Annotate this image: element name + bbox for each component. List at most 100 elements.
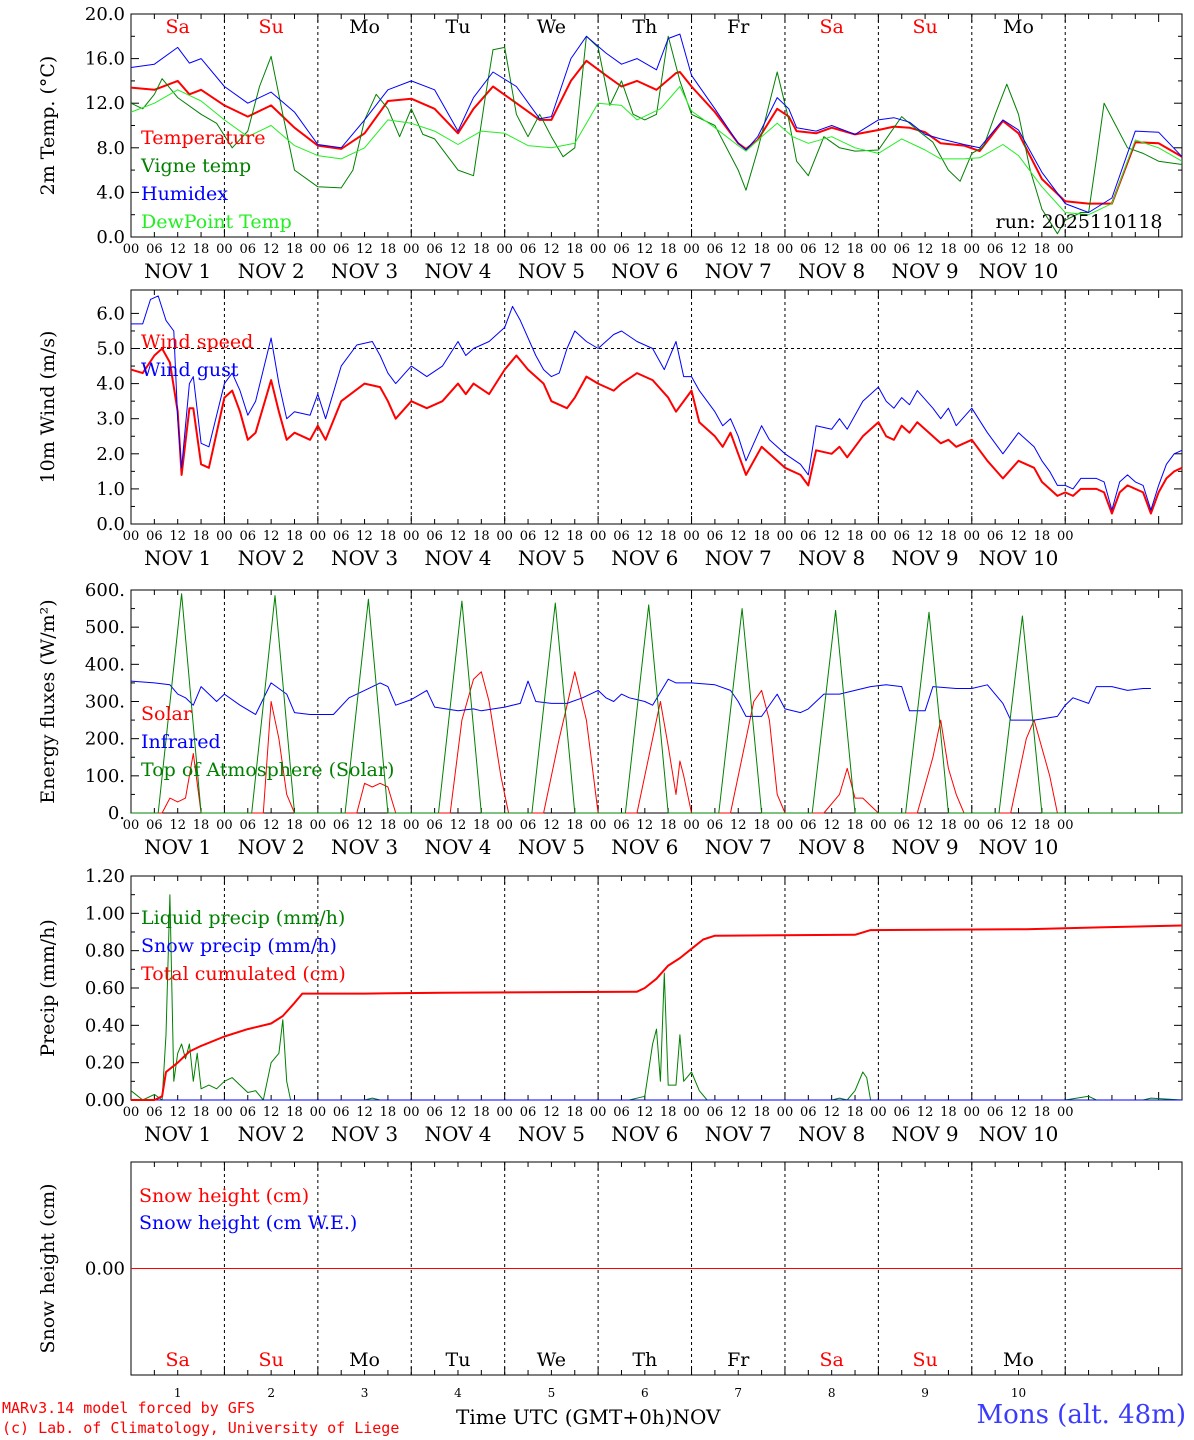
y-tick-label: 100. [85, 766, 125, 787]
date-label: NOV 7 [705, 835, 772, 859]
x-hour-label: 00 [964, 529, 981, 544]
x-hour-label: 00 [1057, 529, 1074, 544]
time-axis-label: Time UTC (GMT+0h)NOV [456, 1405, 721, 1429]
panel-temp: 0.0 4.0 8.0 12.0 16.0 20.0 2m Temp. (°C) Temper… [37, 4, 1183, 283]
y-tick-label: 0. [108, 803, 125, 824]
legend-entry: Solar [141, 703, 193, 725]
x-hour-label: 06 [707, 529, 724, 544]
y-tick-label: 12.0 [85, 93, 125, 114]
x-hour-label: 06 [800, 1105, 817, 1120]
x-hour-label: 00 [590, 242, 607, 257]
x-hour-label: 12 [730, 818, 747, 833]
x-hour-label: 18 [940, 818, 957, 833]
panel-snow: 0.00 Snow height (cm) Snow height (cm) Snow… [37, 1161, 1183, 1400]
day-number-label: 9 [921, 1386, 929, 1400]
x-hour-label: 12 [169, 818, 186, 833]
x-hour-label: 06 [333, 529, 350, 544]
x-hour-label: 06 [146, 242, 163, 257]
weekday-label: Sa [166, 16, 190, 38]
x-hour-label: 06 [426, 1105, 443, 1120]
x-hour-label: 06 [893, 818, 910, 833]
date-label: NOV 8 [798, 259, 865, 283]
x-hour-label: 12 [450, 818, 467, 833]
x-hour-label: 18 [940, 242, 957, 257]
date-label: NOV 5 [518, 259, 585, 283]
series-top-of-atmosphere-solar- [131, 593, 1182, 814]
legend-entry: Vigne temp [140, 155, 251, 177]
x-hour-label: 00 [590, 529, 607, 544]
date-label: NOV 9 [892, 546, 959, 570]
date-label: NOV 9 [892, 835, 959, 859]
x-hour-label: 06 [707, 242, 724, 257]
y-tick-label: 6.0 [96, 303, 125, 324]
y-tick-label: 8.0 [96, 138, 125, 159]
date-label: NOV 10 [979, 1122, 1059, 1146]
y-tick-label: 4.0 [96, 374, 125, 395]
x-hour-label: 06 [800, 818, 817, 833]
series-vigne-temp [130, 35, 1183, 235]
x-hour-label: 12 [450, 1105, 467, 1120]
date-label: NOV 3 [331, 1122, 398, 1146]
legend-entry: Wind gust [141, 359, 239, 381]
x-hour-label: 18 [660, 818, 677, 833]
weekday-label: Mo [349, 1349, 380, 1371]
y-tick-label: 300. [85, 692, 125, 713]
date-label: NOV 6 [611, 259, 678, 283]
weekday-label: Mo [1003, 16, 1034, 38]
date-label: NOV 4 [424, 546, 491, 570]
x-hour-label: 06 [707, 1105, 724, 1120]
series-wind-speed [130, 347, 1183, 515]
x-hour-label: 12 [450, 242, 467, 257]
x-hour-label: 06 [707, 818, 724, 833]
x-hour-label: 00 [310, 1105, 327, 1120]
legend-entry: Total cumulated (cm) [141, 963, 346, 985]
legend-entry: Humidex [141, 183, 228, 205]
legend-entry: Temperature [141, 127, 265, 149]
time-axis-title: Time UTC (GMT+0h) [456, 1405, 673, 1429]
x-hour-label: 00 [870, 1105, 887, 1120]
weekday-label: Sa [166, 1349, 190, 1371]
date-label: NOV 7 [705, 546, 772, 570]
date-label: NOV 3 [331, 259, 398, 283]
x-hour-label: 18 [1034, 818, 1051, 833]
x-hour-label: 18 [193, 242, 210, 257]
date-label: NOV 2 [238, 1122, 305, 1146]
x-hour-label: 18 [473, 818, 490, 833]
x-hour-label: 00 [123, 818, 140, 833]
legend-entry: Wind speed [141, 331, 253, 353]
x-hour-label: 06 [987, 818, 1004, 833]
weekday-label: Mo [349, 16, 380, 38]
y-tick-label: 1.0 [96, 479, 125, 500]
x-hour-label: 06 [426, 818, 443, 833]
x-hour-label: 12 [1010, 818, 1027, 833]
y-axis-label: Precip (mm/h) [37, 919, 59, 1057]
y-tick-label: 0.60 [85, 978, 125, 999]
weekday-label: Su [912, 16, 937, 38]
x-hour-label: 12 [356, 818, 373, 833]
date-label: NOV 6 [611, 1122, 678, 1146]
x-hour-label: 06 [987, 529, 1004, 544]
x-hour-label: 18 [1034, 242, 1051, 257]
x-hour-label: 18 [1034, 1105, 1051, 1120]
date-label: NOV 10 [979, 546, 1059, 570]
weekday-label: Tu [446, 1349, 471, 1371]
y-tick-label: 200. [85, 729, 125, 750]
x-hour-label: 18 [286, 529, 303, 544]
x-hour-label: 12 [730, 529, 747, 544]
series-wind-gust [131, 295, 1183, 511]
date-label: NOV 4 [424, 1122, 491, 1146]
x-hour-label: 00 [403, 818, 420, 833]
x-hour-label: 12 [356, 242, 373, 257]
x-hour-label: 00 [403, 1105, 420, 1120]
x-hour-label: 00 [590, 818, 607, 833]
legend-entry: Infrared [141, 731, 221, 753]
x-hour-label: 06 [146, 529, 163, 544]
weekday-label: We [537, 1349, 566, 1371]
x-hour-label: 06 [426, 242, 443, 257]
x-hour-label: 18 [940, 529, 957, 544]
x-hour-label: 18 [566, 529, 583, 544]
x-hour-label: 00 [123, 1105, 140, 1120]
x-hour-label: 18 [940, 1105, 957, 1120]
x-hour-label: 00 [216, 818, 233, 833]
x-hour-label: 12 [637, 1105, 654, 1120]
